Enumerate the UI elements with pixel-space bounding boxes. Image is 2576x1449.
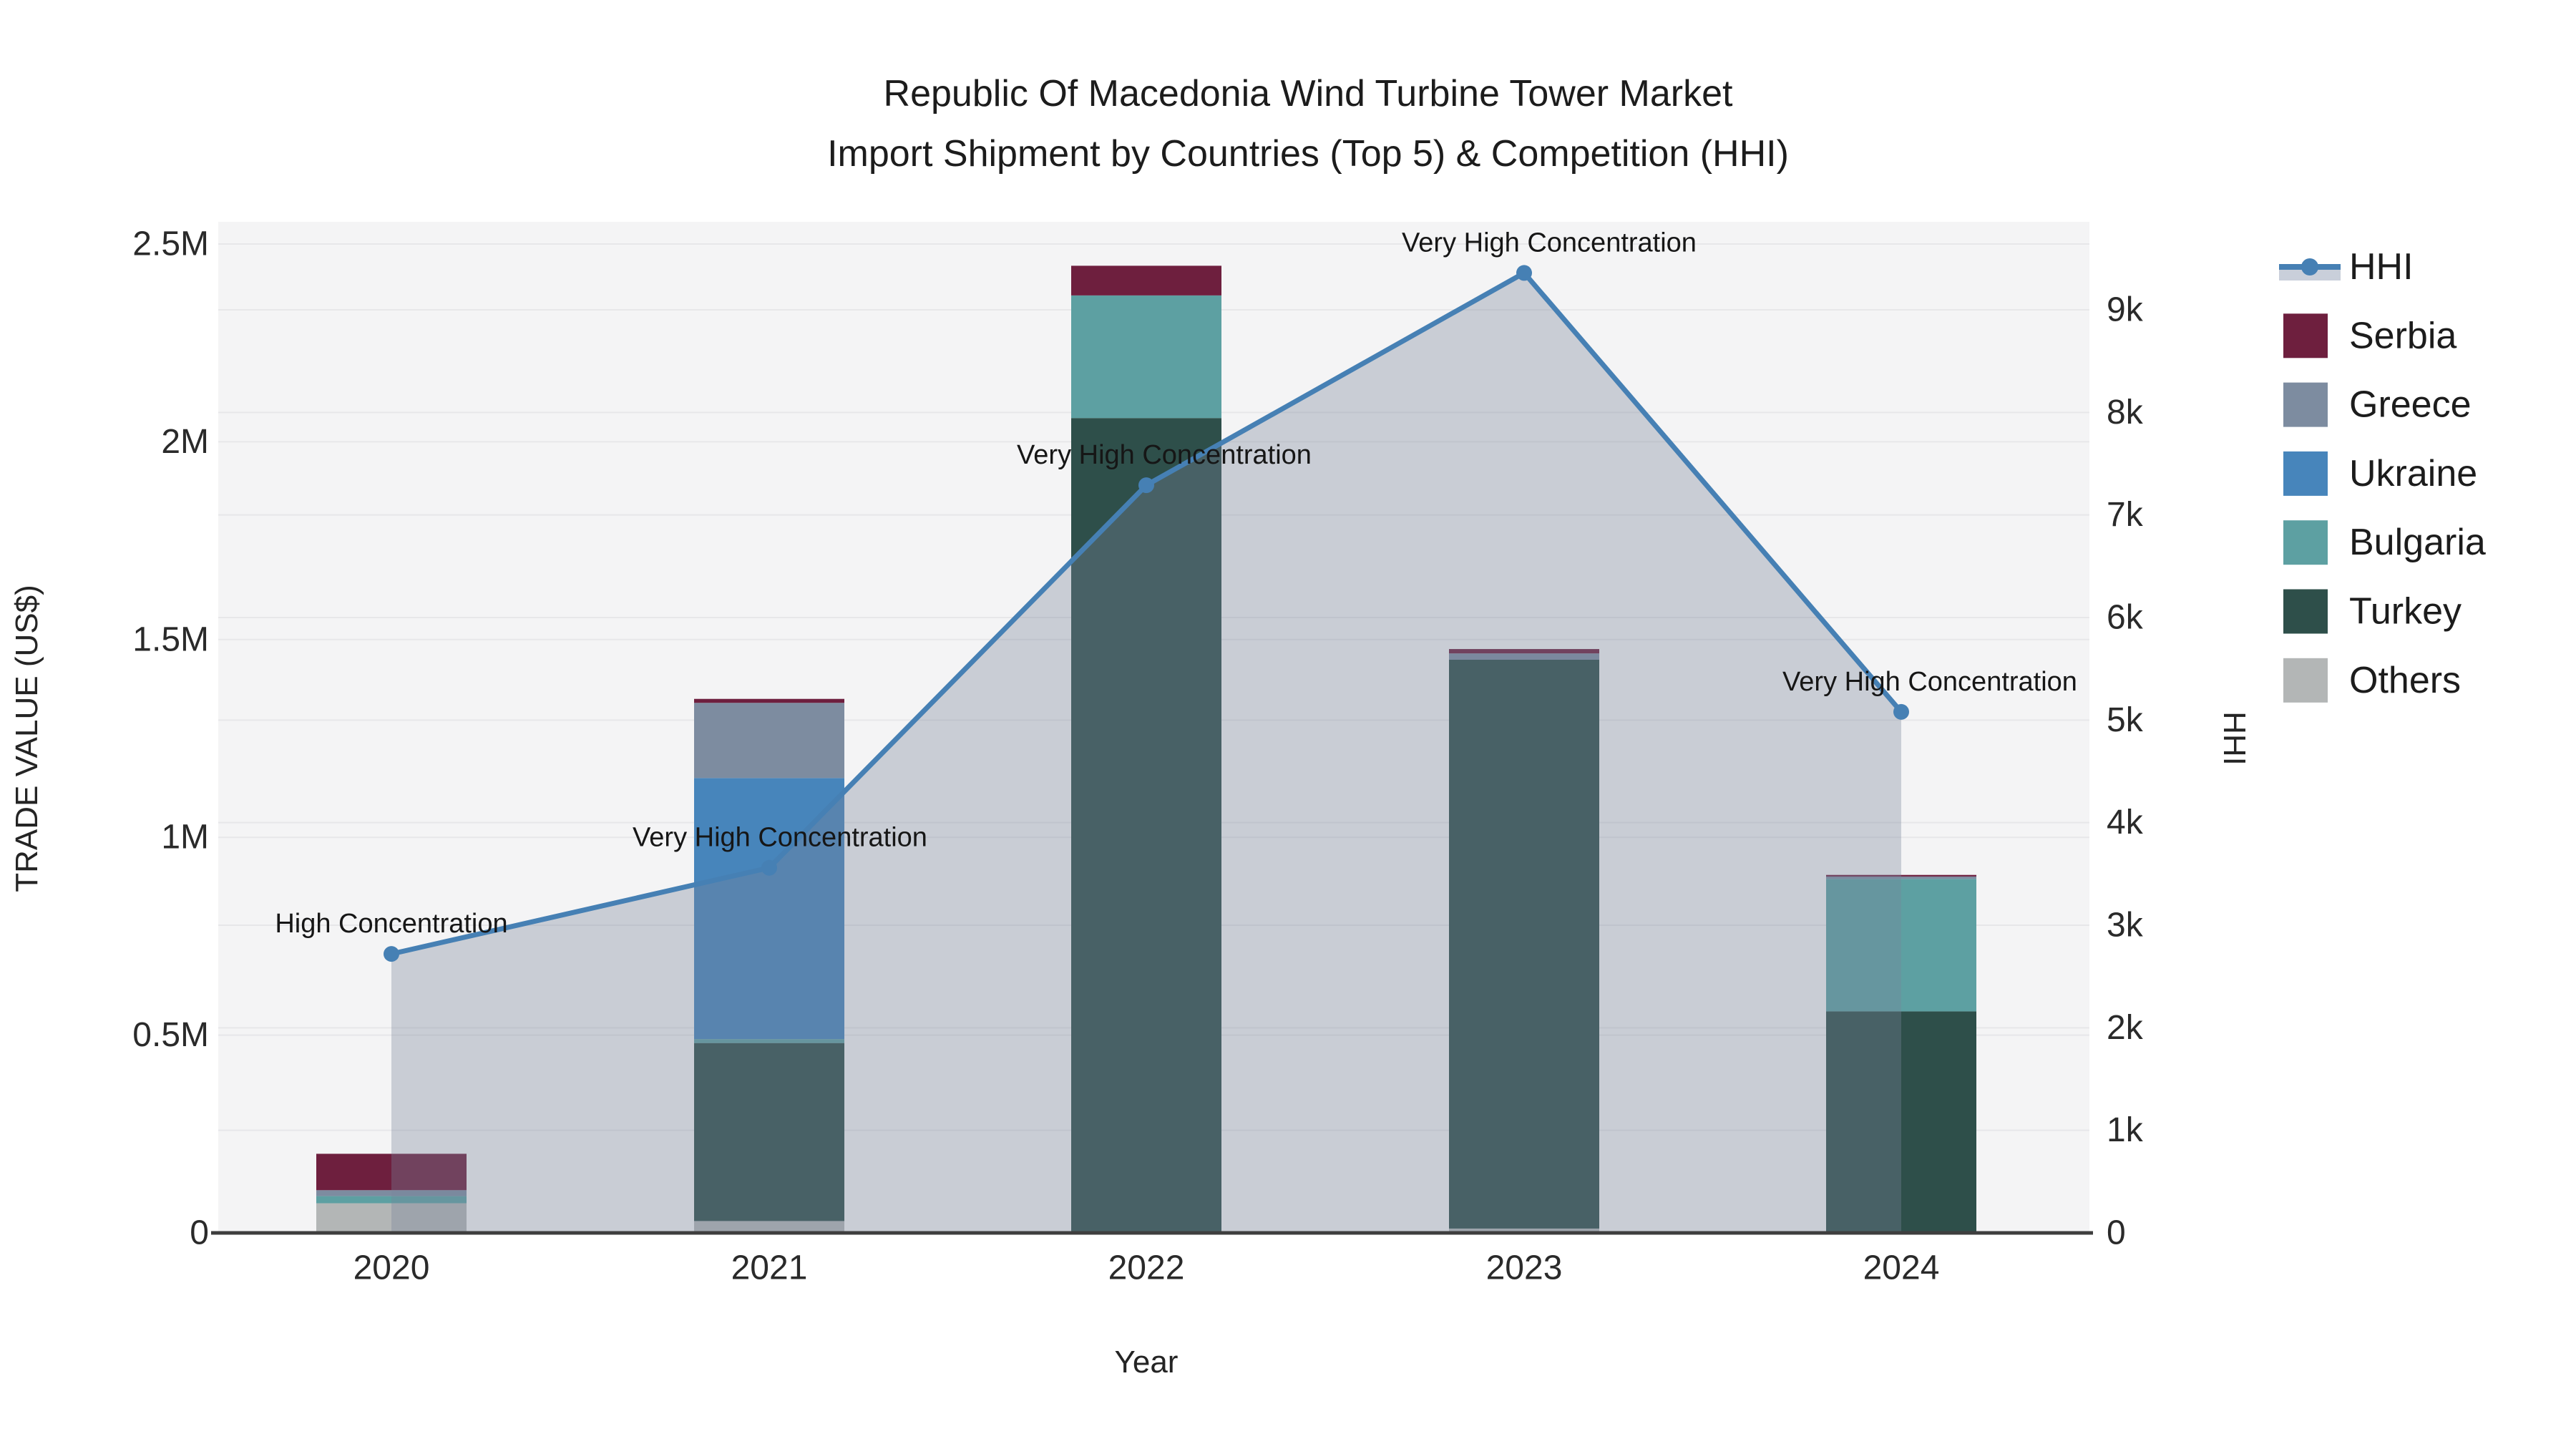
- legend-item-serbia[interactable]: Serbia: [2283, 313, 2457, 358]
- y-right-tick-0: 0: [2107, 1214, 2126, 1252]
- legend-item-turkey[interactable]: Turkey: [2283, 589, 2462, 634]
- bar-segment-greece-2024[interactable]: [1826, 876, 1976, 879]
- hhi-point-2021[interactable]: [761, 859, 777, 876]
- bar-segment-greece-2023[interactable]: [1449, 653, 1599, 660]
- bar-segment-greece-2021[interactable]: [694, 703, 844, 779]
- bar-segment-others-2021[interactable]: [694, 1221, 844, 1233]
- bar-segment-turkey-2021[interactable]: [694, 1043, 844, 1221]
- hhi-point-2024[interactable]: [1893, 703, 1909, 720]
- bar-series-group: [316, 265, 1976, 1234]
- legend-item-hhi[interactable]: HHI: [2279, 246, 2414, 288]
- legend-swatch-bulgaria: [2283, 520, 2328, 565]
- chart-title-line2: Import Shipment by Countries (Top 5) & C…: [827, 133, 1789, 175]
- hhi-point-2020[interactable]: [384, 946, 399, 962]
- legend-item-ukraine[interactable]: Ukraine: [2283, 451, 2477, 496]
- legend-label-bulgaria: Bulgaria: [2349, 522, 2486, 563]
- legend-label-others: Others: [2349, 660, 2461, 701]
- bar-segment-serbia-2023[interactable]: [1449, 649, 1599, 654]
- bar-segment-bulgaria-2022[interactable]: [1071, 295, 1221, 419]
- legend-swatch-greece: [2283, 382, 2328, 427]
- x-axis-title: Year: [1115, 1345, 1179, 1380]
- legend-label-greece: Greece: [2349, 384, 2472, 426]
- bar-segment-turkey-2024[interactable]: [1826, 1011, 1976, 1233]
- bar-segment-bulgaria-2020[interactable]: [316, 1196, 467, 1204]
- y-right-axis-title: HHI: [2217, 711, 2252, 766]
- x-tick-2022: 2022: [1108, 1249, 1185, 1287]
- annotation-2021: Very High Concentration: [633, 823, 927, 853]
- bar-segment-bulgaria-2021[interactable]: [694, 1039, 844, 1043]
- chart-title-line1: Republic Of Macedonia Wind Turbine Tower…: [884, 73, 1733, 114]
- bar-segment-serbia-2020[interactable]: [316, 1153, 467, 1191]
- y-right-tick-1k: 1k: [2107, 1111, 2144, 1149]
- y-right-tick-2k: 2k: [2107, 1009, 2144, 1047]
- y-left-tick-0.5M: 0.5M: [132, 1016, 209, 1054]
- bar-segment-others-2020[interactable]: [316, 1203, 467, 1233]
- y-left-tick-2M: 2M: [161, 423, 209, 461]
- y-left-tick-2.5M: 2.5M: [132, 225, 209, 263]
- hhi-point-2022[interactable]: [1138, 477, 1154, 494]
- bar-segment-serbia-2021[interactable]: [694, 698, 844, 703]
- x-tick-2021: 2021: [731, 1249, 808, 1287]
- bar-segment-turkey-2022[interactable]: [1071, 418, 1221, 1234]
- x-tick-2020: 2020: [353, 1249, 430, 1287]
- legend-item-bulgaria[interactable]: Bulgaria: [2283, 520, 2486, 565]
- y-right-tick-8k: 8k: [2107, 394, 2144, 431]
- hhi-markers: [384, 265, 1909, 962]
- x-tick-2024: 2024: [1863, 1249, 1940, 1287]
- y-right-tick-7k: 7k: [2107, 496, 2144, 534]
- legend-label-hhi: HHI: [2349, 246, 2414, 288]
- hhi-point-2023[interactable]: [1516, 265, 1532, 281]
- hhi-area-fill: [391, 273, 1901, 1234]
- hhi-area-polygon: [391, 273, 1901, 1234]
- annotation-2024: Very High Concentration: [1782, 667, 2077, 697]
- legend-item-greece[interactable]: Greece: [2283, 382, 2472, 427]
- axis-tick-labels: 0 0.5M 1M 1.5M 2M 2.5M 0 1k 2k 3k 4k 5k 6k 7k 8k 9k 2020…: [132, 225, 2143, 1287]
- y-right-tick-9k: 9k: [2107, 291, 2144, 329]
- bar-segment-bulgaria-2024[interactable]: [1826, 879, 1976, 1012]
- y-left-axis-title: TRADE VALUE (US$): [9, 585, 44, 892]
- x-tick-2023: 2023: [1486, 1249, 1563, 1287]
- y-left-tick-1.5M: 1.5M: [132, 620, 209, 658]
- legend-label-ukraine: Ukraine: [2349, 453, 2477, 494]
- bar-segment-serbia-2022[interactable]: [1071, 265, 1221, 296]
- legend-swatch-ukraine: [2283, 451, 2328, 496]
- y-left-tick-1M: 1M: [161, 819, 209, 857]
- legend-swatch-turkey: [2283, 589, 2328, 634]
- legend-swatch-others: [2283, 658, 2328, 703]
- bar-segment-others-2023[interactable]: [1449, 1228, 1599, 1233]
- annotation-2023: Very High Concentration: [1402, 228, 1697, 258]
- y-right-tick-6k: 6k: [2107, 599, 2144, 637]
- y-right-tick-5k: 5k: [2107, 701, 2144, 739]
- legend-swatch-serbia: [2283, 313, 2328, 358]
- hhi-legend-marker: [2301, 258, 2318, 275]
- annotation-2022: Very High Concentration: [1017, 440, 1312, 470]
- annotation-labels: High Concentration Very High Concentratio…: [275, 228, 2077, 939]
- annotation-2020: High Concentration: [275, 909, 507, 939]
- legend-label-serbia: Serbia: [2349, 315, 2457, 356]
- bar-segment-ukraine-2021[interactable]: [694, 778, 844, 1040]
- bar-segment-serbia-2024[interactable]: [1826, 874, 1976, 877]
- y-left-tick-0: 0: [190, 1214, 209, 1252]
- y-right-tick-3k: 3k: [2107, 907, 2144, 945]
- bar-segment-turkey-2023[interactable]: [1449, 659, 1599, 1229]
- y-right-tick-4k: 4k: [2107, 804, 2144, 841]
- bar-segment-greece-2020[interactable]: [316, 1190, 467, 1196]
- legend: HHI Serbia Greece Ukraine Bulgaria Turkey Othe…: [2279, 246, 2486, 703]
- legend-label-turkey: Turkey: [2349, 591, 2462, 633]
- legend-item-others[interactable]: Others: [2283, 658, 2461, 703]
